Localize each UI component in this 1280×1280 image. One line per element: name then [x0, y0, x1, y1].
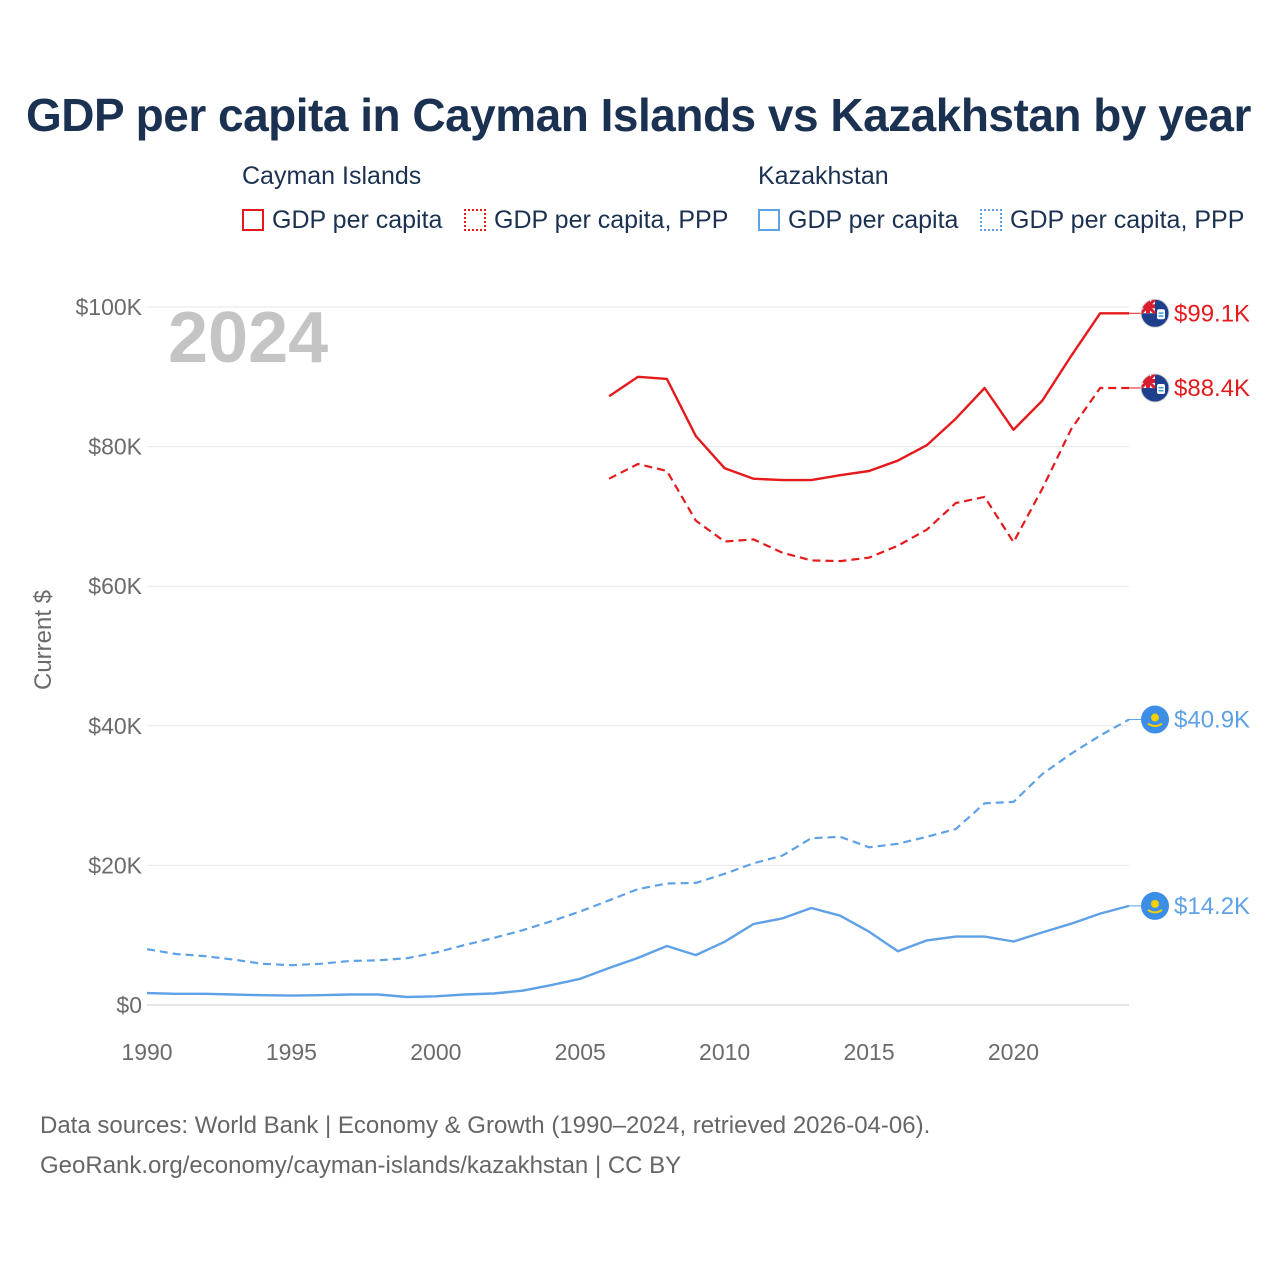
cayman-islands-flag-icon — [1140, 373, 1170, 403]
legend-item-label: GDP per capita — [788, 205, 959, 234]
line-chart: 2024 Current $ $0 $20K $40K $60K $80K $100K 1… — [30, 294, 1250, 1065]
legend-swatch-solid-icon — [242, 209, 264, 231]
x-tick-label: 1990 — [121, 1039, 172, 1065]
y-axis-ticks: $0 $20K $40K $60K $80K $100K — [75, 294, 142, 1018]
y-axis-label: Current $ — [30, 590, 57, 690]
x-axis-ticks: 1990 1995 2000 2005 2010 2015 2020 — [121, 1039, 1039, 1065]
year-watermark: 2024 — [168, 298, 328, 378]
y-tick-label: $0 — [116, 992, 142, 1018]
legend-item-kazakhstan-gdp-ppp[interactable]: GDP per capita, PPP — [980, 204, 1244, 236]
source-line-url[interactable]: GeoRank.org/economy/cayman-islands/kazak… — [40, 1152, 682, 1179]
y-tick-label: $80K — [88, 434, 142, 460]
cayman-islands-flag-icon — [1140, 298, 1170, 328]
legend-item-label: GDP per capita, PPP — [494, 205, 729, 234]
legend-item-cayman-gdp[interactable]: GDP per capita — [242, 204, 442, 236]
legend-group-cayman-islands: Cayman Islands — [242, 162, 422, 190]
y-tick-label: $20K — [88, 852, 142, 878]
series-end-label: $99.1K — [1174, 300, 1250, 327]
series-line-2[interactable] — [146, 718, 1130, 967]
x-tick-label: 2000 — [410, 1039, 461, 1065]
series-line-3[interactable] — [146, 904, 1130, 999]
x-tick-label: 2015 — [843, 1039, 894, 1065]
legend-item-label: GDP per capita, PPP — [1010, 205, 1245, 234]
legend-item-kazakhstan-gdp[interactable]: GDP per capita — [758, 204, 958, 236]
legend-item-cayman-gdp-ppp[interactable]: GDP per capita, PPP — [464, 204, 728, 236]
legend-swatch-solid-icon — [758, 209, 780, 231]
x-tick-label: 2005 — [555, 1039, 606, 1065]
series-line-1[interactable] — [608, 386, 1129, 563]
grid-lines — [147, 306, 1129, 1006]
legend-swatch-dotted-icon — [464, 209, 486, 231]
source-note: Data sources: World Bank | Economy & Gro… — [40, 1106, 930, 1186]
y-tick-label: $100K — [75, 294, 142, 320]
y-tick-label: $60K — [88, 573, 142, 599]
chart-title: GDP per capita in Cayman Islands vs Kaza… — [26, 89, 1251, 141]
series-end-label: $88.4K — [1174, 375, 1250, 402]
source-line-data: Data sources: World Bank | Economy & Gro… — [40, 1112, 931, 1139]
kazakhstan-flag-icon — [1141, 705, 1169, 734]
legend-item-label: GDP per capita — [272, 205, 443, 234]
series-line-0[interactable] — [608, 312, 1129, 482]
series-endpoints: $99.1K $88.4K $40.9K $14.2K — [1129, 298, 1250, 920]
series-layer — [146, 312, 1130, 999]
legend-swatch-dotted-icon — [980, 209, 1002, 231]
series-end-label: $14.2K — [1174, 893, 1250, 920]
x-tick-label: 2020 — [988, 1039, 1039, 1065]
x-tick-label: 2010 — [699, 1039, 750, 1065]
kazakhstan-flag-icon — [1141, 891, 1169, 920]
legend-group-kazakhstan: Kazakhstan — [758, 162, 889, 190]
series-end-label: $40.9K — [1174, 707, 1250, 734]
y-tick-label: $40K — [88, 713, 142, 739]
x-tick-label: 1995 — [266, 1039, 317, 1065]
